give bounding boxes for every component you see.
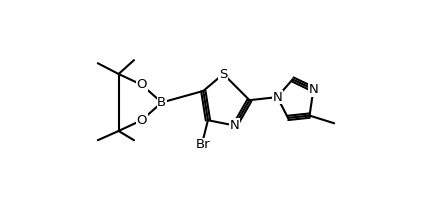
- Text: N: N: [308, 83, 318, 96]
- Text: S: S: [219, 68, 227, 81]
- Text: N: N: [230, 119, 239, 132]
- Text: B: B: [157, 96, 166, 109]
- Text: N: N: [272, 91, 282, 104]
- Text: O: O: [136, 78, 147, 91]
- Text: Br: Br: [196, 138, 210, 151]
- Text: O: O: [136, 114, 147, 127]
